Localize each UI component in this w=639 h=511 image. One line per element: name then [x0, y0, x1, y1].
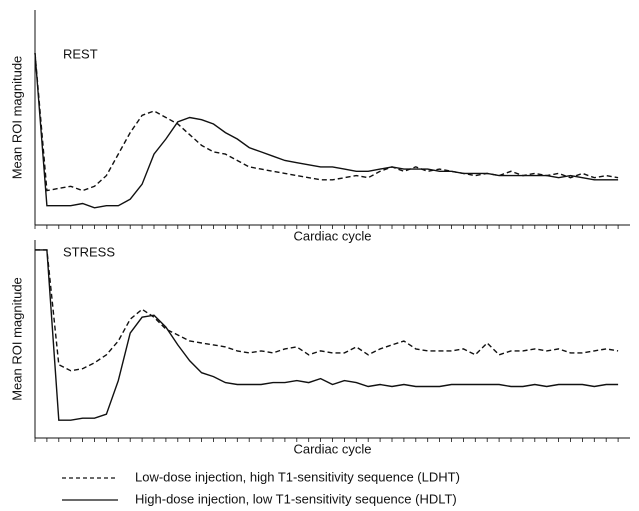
- legend-label: High-dose injection, low T1-sensitivity …: [135, 491, 457, 506]
- series-line: [34, 52, 619, 192]
- y-axis-label: Mean ROI magnitude: [9, 277, 24, 401]
- panel-label: STRESS: [63, 244, 115, 259]
- series-line: [35, 249, 619, 421]
- x-axis-label: Cardiac cycle: [293, 441, 371, 456]
- x-axis-label: Cardiac cycle: [293, 228, 371, 243]
- series-line: [35, 249, 619, 372]
- legend-label: Low-dose injection, high T1-sensitivity …: [135, 469, 460, 484]
- panel-label: REST: [63, 46, 98, 61]
- y-axis-label: Mean ROI magnitude: [9, 56, 24, 180]
- series-line: [34, 52, 619, 209]
